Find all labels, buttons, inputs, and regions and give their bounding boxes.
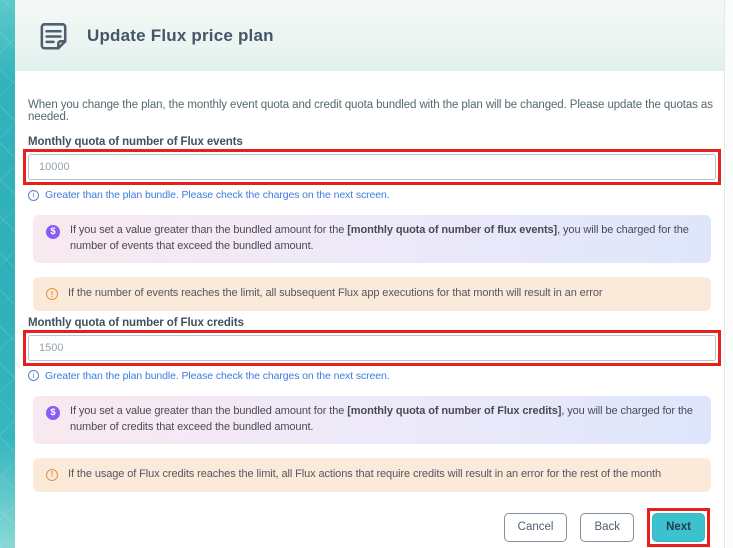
dialog-title: Update Flux price plan	[87, 25, 274, 45]
credits-quota-label: Monthly quota of number of Flux credits	[28, 316, 244, 329]
events-limit-warning: ! If the number of events reaches the li…	[33, 276, 711, 311]
credits-charge-prefix: If you set a value greater than the bund…	[70, 404, 348, 417]
events-quota-label: Monthly quota of number of Flux events	[28, 136, 243, 148]
next-button[interactable]: Next	[652, 512, 705, 542]
events-charge-prefix: If you set a value greater than the bund…	[70, 224, 348, 236]
charge-icon: $	[46, 405, 60, 420]
credits-limit-warning-text: If the usage of Flux credits reaches the…	[68, 467, 661, 480]
annotation-box-events-input	[23, 149, 721, 185]
events-limit-warning-text: If the number of events reaches the limi…	[68, 286, 603, 299]
update-plan-dialog: Update Flux price plan When you change t…	[15, 0, 724, 548]
credits-quota-hint: i Greater than the plan bundle. Please c…	[28, 370, 716, 382]
page-background-left	[0, 0, 15, 548]
charge-icon: $	[46, 225, 60, 239]
dialog-footer: Cancel Back Next	[28, 507, 716, 547]
credits-charge-note-text: If you set a value greater than the bund…	[70, 404, 698, 436]
warning-icon: !	[46, 287, 58, 300]
events-charge-suffix: , you will be charged for the number of …	[70, 224, 689, 252]
info-icon: i	[28, 189, 39, 201]
credits-charge-bold: [monthly quota of number of Flux credits…	[347, 404, 562, 417]
credits-charge-note: $ If you set a value greater than the bu…	[33, 395, 711, 444]
credits-charge-suffix: , you will be charged for the number of …	[70, 404, 693, 433]
page-background-right	[724, 0, 733, 548]
events-charge-bold: [monthly quota of number of flux events]	[347, 224, 558, 236]
annotation-box-credits-input	[23, 329, 721, 366]
annotation-box-next-button: Next	[647, 507, 710, 547]
events-charge-note: $ If you set a value greater than the bu…	[33, 215, 711, 263]
events-quota-hint: i Greater than the plan bundle. Please c…	[28, 189, 716, 201]
dialog-header: Update Flux price plan	[15, 0, 724, 71]
info-icon: i	[28, 370, 39, 382]
events-quota-input[interactable]	[28, 154, 716, 180]
document-icon	[36, 19, 70, 53]
back-button[interactable]: Back	[580, 512, 635, 542]
dialog-body: When you change the plan, the monthly ev…	[15, 99, 724, 547]
credits-quota-input[interactable]	[28, 334, 716, 361]
warning-icon: !	[46, 468, 58, 481]
events-quota-hint-text: Greater than the plan bundle. Please che…	[45, 189, 390, 201]
cancel-button[interactable]: Cancel	[503, 512, 568, 542]
intro-text: When you change the plan, the monthly ev…	[28, 99, 713, 123]
credits-quota-hint-text: Greater than the plan bundle. Please che…	[45, 369, 390, 382]
events-charge-note-text: If you set a value greater than the bund…	[70, 223, 698, 255]
credits-limit-warning: ! If the usage of Flux credits reaches t…	[33, 457, 711, 492]
